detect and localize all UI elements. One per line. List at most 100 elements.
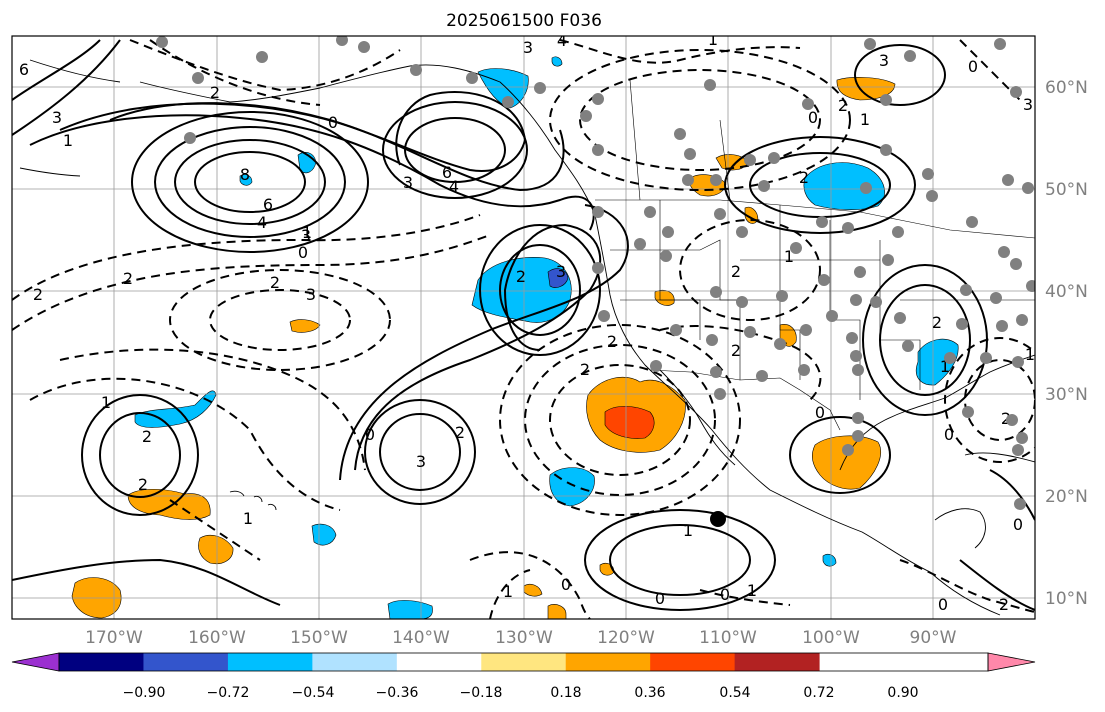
contour-label: 2 xyxy=(138,475,148,494)
contour-label: 1 xyxy=(940,357,950,376)
contour-label: 3 xyxy=(523,38,533,57)
station-dot xyxy=(704,79,716,91)
lon-label: 160°W xyxy=(188,628,246,648)
contour-line xyxy=(194,151,306,213)
contour-label: 0 xyxy=(720,585,730,604)
solid-contours xyxy=(12,39,1035,611)
contour-line xyxy=(12,39,121,136)
contour-label: 3 xyxy=(879,51,889,70)
station-dot xyxy=(790,242,802,254)
colorbar: −0.90 −0.72 −0.54 −0.36 −0.18 0.18 0.36 … xyxy=(11,652,1036,701)
station-dot xyxy=(980,352,992,364)
station-dot xyxy=(682,174,694,186)
contour-line xyxy=(679,219,821,321)
contour-label: 2 xyxy=(210,83,220,102)
station-dot xyxy=(894,312,906,324)
colorbar-tick-label: 0.18 xyxy=(550,685,581,701)
contour-line xyxy=(499,324,741,516)
contour-line xyxy=(944,337,1035,463)
blue-anomaly-region xyxy=(915,338,959,386)
station-dot xyxy=(184,132,196,144)
station-dot xyxy=(634,238,646,250)
contour-line xyxy=(29,377,341,511)
storm-center-marker xyxy=(710,511,726,527)
station-dot xyxy=(592,93,604,105)
lat-label: 10°N xyxy=(1045,589,1088,609)
lon-label: 150°W xyxy=(290,628,348,648)
contour-label: 2 xyxy=(123,269,133,288)
contour-line xyxy=(81,394,199,516)
contour-label: 2 xyxy=(580,360,590,379)
contour-line xyxy=(549,49,851,191)
contour-label: 0 xyxy=(968,57,978,76)
contour-label: 0 xyxy=(944,425,954,444)
lat-label: 60°N xyxy=(1045,78,1088,98)
contour-line xyxy=(129,39,401,92)
station-dot xyxy=(768,152,780,164)
colorbar-segment xyxy=(481,653,567,671)
contour-label: 1 xyxy=(101,393,111,412)
contour-line xyxy=(12,234,491,331)
contour-label: 3 xyxy=(556,262,566,281)
station-dot xyxy=(998,246,1010,258)
orange-anomaly-region xyxy=(547,604,567,619)
station-dot xyxy=(1012,356,1024,368)
station-dot xyxy=(860,182,872,194)
station-dot xyxy=(994,38,1006,50)
station-dot xyxy=(744,326,756,338)
dark-blue-anomaly-region xyxy=(547,268,569,288)
contour-label: 3 xyxy=(306,285,316,304)
blue-anomaly-region xyxy=(822,553,837,567)
contour-label: 2 xyxy=(838,96,848,115)
contour-label: 6 xyxy=(442,163,452,182)
station-dot xyxy=(684,148,696,160)
contour-line xyxy=(724,136,916,234)
contour-line xyxy=(499,244,581,336)
station-dot xyxy=(846,332,858,344)
colorbar-segment xyxy=(312,653,398,671)
state-border xyxy=(779,205,801,380)
contour-line xyxy=(339,204,629,481)
blue-anomaly-region xyxy=(134,390,217,428)
colorbar-extend-min xyxy=(11,652,60,672)
lon-label: 170°W xyxy=(85,628,143,648)
colorbar-segment xyxy=(227,653,313,671)
contour-labels: 6 3 1 8 6 4 3 6 4 3 4 2 0 2 2 3 2 3 2 1 … xyxy=(19,30,1035,614)
station-dot xyxy=(744,154,756,166)
station-dot xyxy=(960,284,972,296)
station-dot xyxy=(818,274,830,286)
station-dot xyxy=(592,262,604,274)
contour-line xyxy=(29,114,595,231)
station-dot xyxy=(358,41,370,53)
station-dot xyxy=(904,50,916,62)
colorbar-segments xyxy=(59,653,820,671)
station-dot xyxy=(644,206,656,218)
station-dot xyxy=(1026,280,1035,292)
contour-label: 1 xyxy=(708,30,718,49)
contour-label: 6 xyxy=(263,195,273,214)
contour-label: 4 xyxy=(257,213,267,232)
contour-label: 0 xyxy=(808,108,818,127)
contour-label: 0 xyxy=(938,595,948,614)
contour-label: 2 xyxy=(516,267,526,286)
contour-line xyxy=(549,364,691,476)
orange-anomaly-region xyxy=(289,319,321,333)
colorbar-segment xyxy=(143,653,229,671)
contour-label: 3 xyxy=(52,108,62,127)
station-dot xyxy=(674,128,686,140)
contour-label: 2 xyxy=(799,168,809,187)
station-dot xyxy=(660,250,672,262)
station-dot xyxy=(1010,86,1022,98)
contour-line xyxy=(149,39,321,106)
yucatan-coastline xyxy=(934,508,986,549)
contour-line xyxy=(379,413,461,491)
contour-label: 3 xyxy=(1023,95,1033,114)
contour-label: 6 xyxy=(19,60,29,79)
contour-line xyxy=(12,214,481,301)
station-dot xyxy=(816,216,828,228)
lon-label: 140°W xyxy=(392,628,450,648)
station-dot xyxy=(580,110,592,122)
station-dot xyxy=(256,51,268,63)
station-dot xyxy=(156,36,168,48)
